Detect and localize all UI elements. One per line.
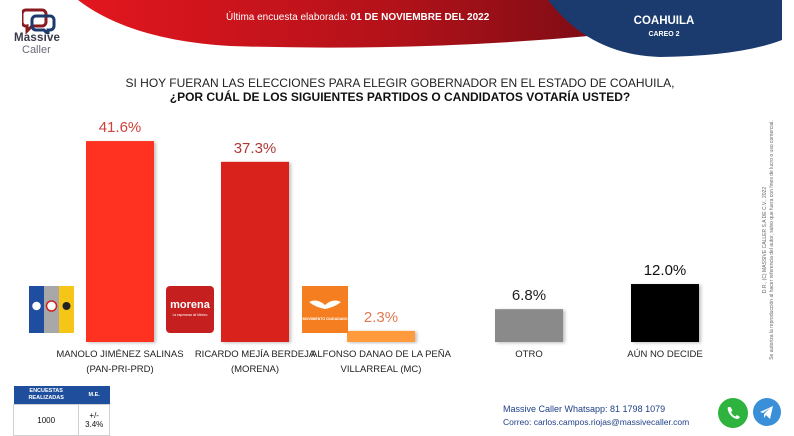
bar-0 — [86, 141, 154, 342]
category-label-line: VILLARREAL (MC) — [340, 364, 422, 375]
value-label-1: 37.3% — [234, 140, 277, 157]
svg-text:MOVIMIENTO CIUDADANO: MOVIMIENTO CIUDADANO — [303, 317, 348, 321]
legal-line-2: Se autoriza la reproducción al hacer ref… — [769, 120, 775, 360]
bar-1 — [221, 161, 289, 342]
category-label-line: AÚN NO DECIDE — [627, 349, 703, 360]
stats-margin-value: +/- 3.4% — [78, 404, 110, 436]
value-label-0: 41.6% — [99, 119, 142, 136]
logo-text-caller: Caller — [22, 44, 51, 56]
survey-date-prefix: Última encuesta elaborada: — [226, 12, 351, 23]
category-label-3: OTRO — [449, 347, 609, 362]
stats-header-surveys: ENCUESTAS REALIZADAS — [13, 386, 79, 405]
survey-date-value: 01 DE NOVIEMBRE DEL 2022 — [350, 12, 490, 23]
legal-notice: D.R., (C) MASSIVE CALLER S.A DE C.V., 20… — [762, 110, 776, 370]
category-label-line: ALFONSO DANAO DE LA PEÑA — [311, 349, 451, 360]
contact-whatsapp: Massive Caller Whatsapp: 81 1798 1079 — [503, 404, 666, 414]
state-name: COAHUILA — [633, 15, 695, 27]
value-label-4: 12.0% — [644, 262, 687, 279]
legal-line-1: D.R., (C) MASSIVE CALLER S.A DE C.V., 20… — [762, 186, 768, 294]
movimiento-ciudadano-logo-icon: MOVIMIENTO CIUDADANO — [302, 286, 348, 333]
category-label-line: MANOLO JIMÉNEZ SALINAS — [56, 349, 184, 360]
header-banner — [78, 0, 782, 57]
header-red-band — [78, 0, 600, 48]
survey-stats-table: ENCUESTAS REALIZADAS M.E. 1000 +/- 3.4% — [12, 386, 110, 436]
telegram-icon[interactable] — [753, 398, 781, 426]
whatsapp-icon[interactable] — [718, 398, 748, 428]
svg-text:La esperanza de México: La esperanza de México — [173, 313, 208, 317]
logo-text-massive: Massive — [14, 32, 61, 44]
category-label-line: (PAN-PRI-PRD) — [86, 364, 154, 375]
value-label-2: 2.3% — [364, 309, 398, 326]
stats-surveys-value: 1000 — [12, 404, 80, 436]
category-label-line: RICARDO MEJÍA BERDEJA — [194, 349, 316, 360]
pan-pri-prd-logo-icon — [29, 286, 74, 333]
question-line-2: ¿POR CUÁL DE LOS SIGUIENTES PARTIDOS O C… — [169, 90, 631, 104]
category-label-0: MANOLO JIMÉNEZ SALINAS (PAN-PRI-PRD) — [40, 347, 200, 377]
category-label-1: RICARDO MEJÍA BERDEJA (MORENA) — [175, 347, 335, 377]
massive-caller-logo-icon — [22, 8, 56, 34]
survey-date: Última encuesta elaborada: 01 DE NOVIEMB… — [226, 12, 489, 23]
question-line-1: SI HOY FUERAN LAS ELECCIONES PARA ELEGIR… — [125, 76, 675, 90]
morena-logo-icon: morena La esperanza de México — [166, 286, 214, 333]
category-label-line: (MORENA) — [230, 364, 280, 375]
header-navy-band — [548, 0, 782, 57]
category-label-line: OTRO — [515, 349, 543, 360]
careo-label: CAREO 2 — [648, 31, 680, 38]
stats-header-margin: M.E. — [78, 386, 110, 405]
contact-email[interactable]: Correo: carlos.campos.riojas@massivecall… — [503, 417, 690, 427]
value-label-3: 6.8% — [512, 287, 546, 304]
bar-4 — [631, 284, 699, 342]
category-label-2: ALFONSO DANAO DE LA PEÑA VILLARREAL (MC) — [301, 347, 461, 377]
category-label-4: AÚN NO DECIDE — [585, 347, 745, 362]
bar-3 — [495, 309, 563, 342]
svg-text:morena: morena — [170, 299, 211, 311]
bar-2 — [347, 330, 415, 342]
